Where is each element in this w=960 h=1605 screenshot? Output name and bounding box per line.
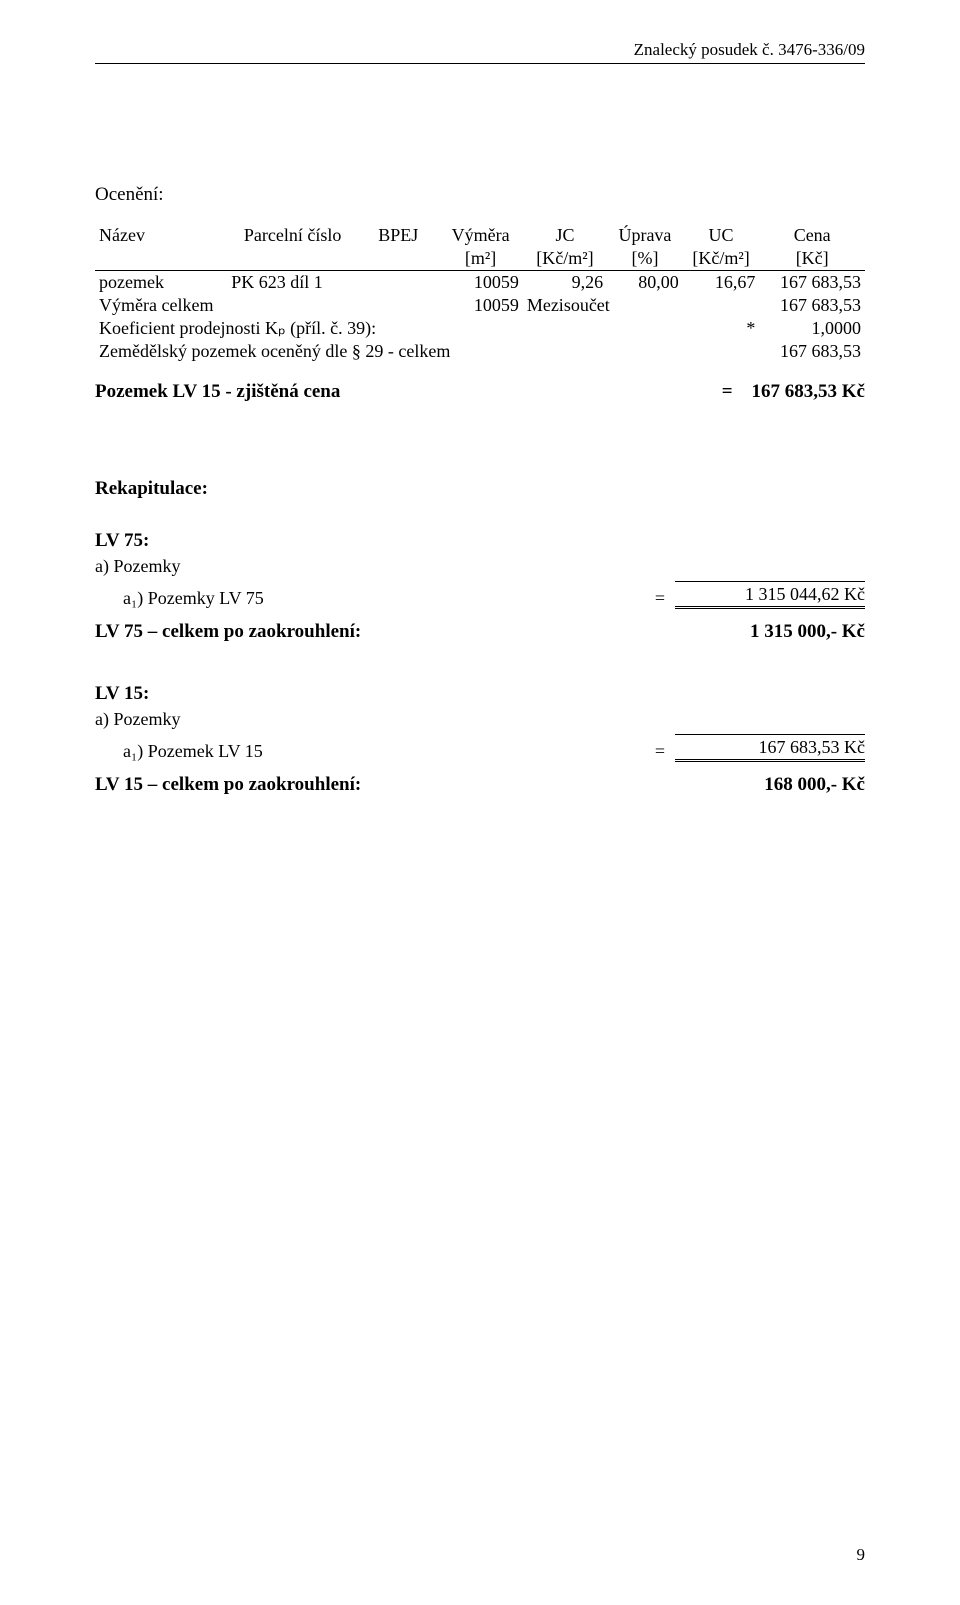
lv15-block: LV 15: a) Pozemky a₁) Pozemek LV 15 = 16… bbox=[95, 683, 865, 796]
cell-cena: 167 683,53 bbox=[759, 271, 865, 295]
th2-cena: [Kč] bbox=[759, 247, 865, 271]
th-uc: UC bbox=[683, 224, 760, 247]
th2-bpej bbox=[358, 247, 438, 271]
th-bpej: BPEJ bbox=[358, 224, 438, 247]
lv15-eq: = bbox=[645, 741, 675, 762]
lv75-eq: = bbox=[645, 588, 675, 609]
lv75-item-row: a₁) Pozemky LV 75 = 1 315 044,62 Kč bbox=[95, 581, 865, 609]
page: Znalecký posudek č. 3476-336/09 Ocenění:… bbox=[0, 0, 960, 1605]
table-row-celkem: Zemědělský pozemek oceněný dle § 29 - ce… bbox=[95, 340, 865, 363]
cell-uc: 16,67 bbox=[683, 271, 760, 295]
th-nazev: Název bbox=[95, 224, 227, 247]
lv15-item-value: 167 683,53 Kč bbox=[675, 734, 865, 762]
cell-celkem-label: Zemědělský pozemek oceněný dle § 29 - ce… bbox=[95, 340, 759, 363]
cell-empty bbox=[683, 294, 760, 317]
cell-mezisoucet-val: 167 683,53 bbox=[759, 294, 865, 317]
th-cena: Cena bbox=[759, 224, 865, 247]
rekapitulace-title: Rekapitulace: bbox=[95, 478, 865, 500]
table-row: pozemek PK 623 díl 1 10059 9,26 80,00 16… bbox=[95, 271, 865, 295]
page-number: 9 bbox=[857, 1545, 866, 1565]
cell-koef-val: 1,0000 bbox=[759, 317, 865, 340]
cell-koef-star: * bbox=[683, 317, 760, 340]
cell-jc: 9,26 bbox=[523, 271, 607, 295]
lv75-total-row: LV 75 – celkem po zaokrouhlení: 1 315 00… bbox=[95, 621, 865, 643]
th2-parc bbox=[227, 247, 358, 271]
lv15-item-label: a₁) Pozemek LV 15 bbox=[95, 741, 263, 762]
lv15-total-value: 168 000,- Kč bbox=[764, 774, 865, 796]
cell-celkem-val: 167 683,53 bbox=[759, 340, 865, 363]
table-row-koeficient: Koeficient prodejnosti Kₚ (příl. č. 39):… bbox=[95, 317, 865, 340]
table-header-row-2: [m²] [Kč/m²] [%] [Kč/m²] [Kč] bbox=[95, 247, 865, 271]
lv75-block: LV 75: a) Pozemky a₁) Pozemky LV 75 = 1 … bbox=[95, 530, 865, 643]
lv75-title: LV 75: bbox=[95, 530, 865, 552]
th-jc: JC bbox=[523, 224, 607, 247]
result-value-group: = 167 683,53 Kč bbox=[722, 381, 865, 403]
valuation-table: Název Parcelní číslo BPEJ Výměra JC Úpra… bbox=[95, 224, 865, 363]
th2-nazev bbox=[95, 247, 227, 271]
th-parc: Parcelní číslo bbox=[227, 224, 358, 247]
th-vymera: Výměra bbox=[438, 224, 522, 247]
cell-bpej bbox=[358, 271, 438, 295]
lv15-total-row: LV 15 – celkem po zaokrouhlení: 168 000,… bbox=[95, 774, 865, 796]
cell-parc: PK 623 díl 1 bbox=[227, 271, 358, 295]
lv75-item-value: 1 315 044,62 Kč bbox=[675, 581, 865, 609]
th-uprava: Úprava bbox=[607, 224, 683, 247]
document-header: Znalecký posudek č. 3476-336/09 bbox=[95, 40, 865, 64]
th2-vymera: [m²] bbox=[438, 247, 522, 271]
lv15-item-row: a₁) Pozemek LV 15 = 167 683,53 Kč bbox=[95, 734, 865, 762]
lv15-title: LV 15: bbox=[95, 683, 865, 705]
th2-uc: [Kč/m²] bbox=[683, 247, 760, 271]
cell-uprava: 80,00 bbox=[607, 271, 683, 295]
cell-nazev: pozemek bbox=[95, 271, 227, 295]
result-line: Pozemek LV 15 - zjištěná cena = 167 683,… bbox=[95, 381, 865, 403]
th2-uprava: [%] bbox=[607, 247, 683, 271]
lv15-total-label: LV 15 – celkem po zaokrouhlení: bbox=[95, 774, 361, 796]
cell-mezisoucet-label: Mezisoučet bbox=[523, 294, 683, 317]
lv75-total-value: 1 315 000,- Kč bbox=[750, 621, 865, 643]
lv75-total-label: LV 75 – celkem po zaokrouhlení: bbox=[95, 621, 361, 643]
cell-vymera-celkem-label: Výměra celkem bbox=[95, 294, 438, 317]
result-value: 167 683,53 Kč bbox=[752, 381, 865, 402]
oceneni-title: Ocenění: bbox=[95, 184, 865, 206]
cell-vymera-celkem-val: 10059 bbox=[438, 294, 522, 317]
lv75-sub: a) Pozemky bbox=[95, 556, 865, 577]
lv15-sub: a) Pozemky bbox=[95, 709, 865, 730]
lv75-item-label: a₁) Pozemky LV 75 bbox=[95, 588, 264, 609]
result-label: Pozemek LV 15 - zjištěná cena bbox=[95, 381, 340, 403]
cell-vymera: 10059 bbox=[438, 271, 522, 295]
result-eq: = bbox=[722, 381, 733, 402]
th2-jc: [Kč/m²] bbox=[523, 247, 607, 271]
cell-koef-label: Koeficient prodejnosti Kₚ (příl. č. 39): bbox=[95, 317, 683, 340]
table-header-row-1: Název Parcelní číslo BPEJ Výměra JC Úpra… bbox=[95, 224, 865, 247]
table-row-vymera-celkem: Výměra celkem 10059 Mezisoučet 167 683,5… bbox=[95, 294, 865, 317]
